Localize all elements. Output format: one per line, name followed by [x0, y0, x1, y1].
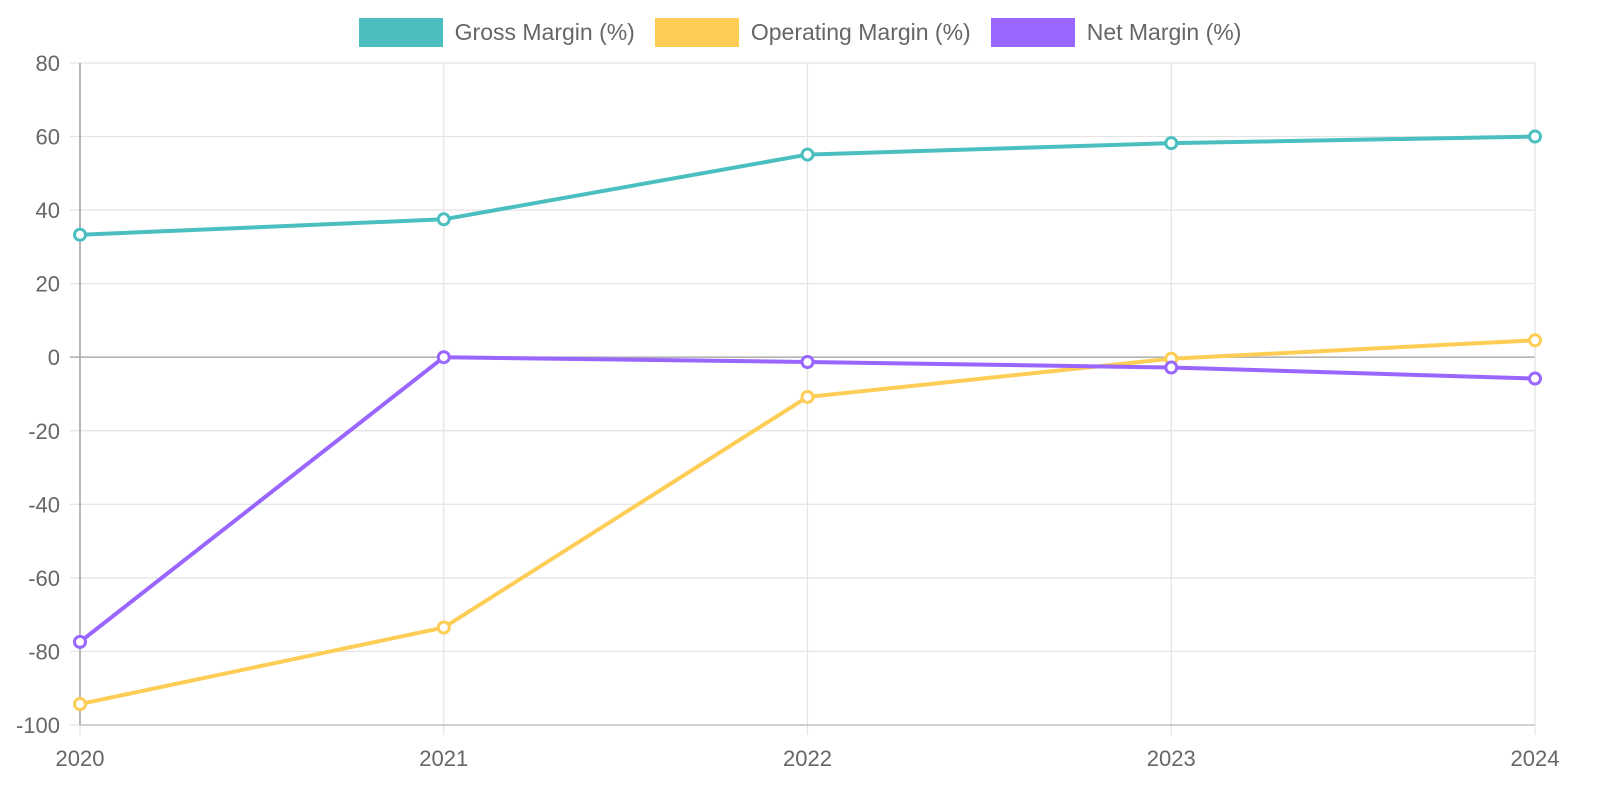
gross-margin-point[interactable]	[73, 227, 87, 242]
legend-swatch	[654, 17, 739, 47]
tick-labels: 80 60 40 20 0 -20 -40 -60 -80 -100 2020 2021 2022 202…	[16, 51, 1560, 771]
legend-label: Operating Margin (%)	[750, 18, 971, 45]
gross-margin-point[interactable]	[436, 212, 451, 227]
legend-item-net-margin[interactable]: Net Margin (%)	[990, 17, 1242, 47]
net-margin-point[interactable]	[1164, 360, 1179, 375]
y-tick-label: -40	[28, 492, 60, 517]
legend-item-gross-margin[interactable]: Gross Margin (%)	[358, 17, 635, 47]
operating-margin-point[interactable]	[436, 620, 451, 635]
y-tick-label: 80	[36, 51, 60, 76]
gross-margin-point[interactable]	[800, 147, 815, 162]
y-tick-label: 60	[36, 125, 60, 150]
y-tick-label: -80	[28, 639, 60, 664]
x-tick-label: 2020	[56, 746, 105, 771]
legend: Gross Margin (%) Operating Margin (%) Net …	[0, 16, 1600, 48]
x-tick-label: 2021	[419, 746, 468, 771]
net-margin-point[interactable]	[800, 355, 815, 370]
operating-margin-point[interactable]	[800, 389, 815, 404]
x-tick-label: 2023	[1147, 746, 1196, 771]
y-tick-label: 20	[36, 272, 60, 297]
legend-label: Gross Margin (%)	[454, 18, 635, 45]
y-tick-label: 0	[48, 345, 60, 370]
x-tick-label: 2022	[783, 746, 832, 771]
x-tick-label: 2024	[1511, 746, 1560, 771]
y-tick-label: -20	[28, 419, 60, 444]
net-margin-point[interactable]	[436, 350, 451, 365]
legend-item-operating-margin[interactable]: Operating Margin (%)	[654, 17, 971, 47]
y-tick-label: -60	[28, 566, 60, 591]
y-tick-label: 40	[36, 198, 60, 223]
legend-swatch	[990, 17, 1075, 47]
operating-margin-point[interactable]	[73, 697, 87, 712]
gross-margin-point[interactable]	[1164, 136, 1179, 151]
y-tick-label: -100	[16, 713, 60, 738]
net-margin-point[interactable]	[1528, 371, 1542, 386]
series-points	[73, 129, 1542, 712]
legend-swatch	[358, 17, 443, 47]
axes	[79, 63, 1535, 726]
net-margin-point[interactable]	[73, 634, 87, 649]
legend-label: Net Margin (%)	[1086, 18, 1242, 45]
gross-margin-point[interactable]	[1528, 129, 1542, 144]
operating-margin-point[interactable]	[1528, 333, 1542, 348]
